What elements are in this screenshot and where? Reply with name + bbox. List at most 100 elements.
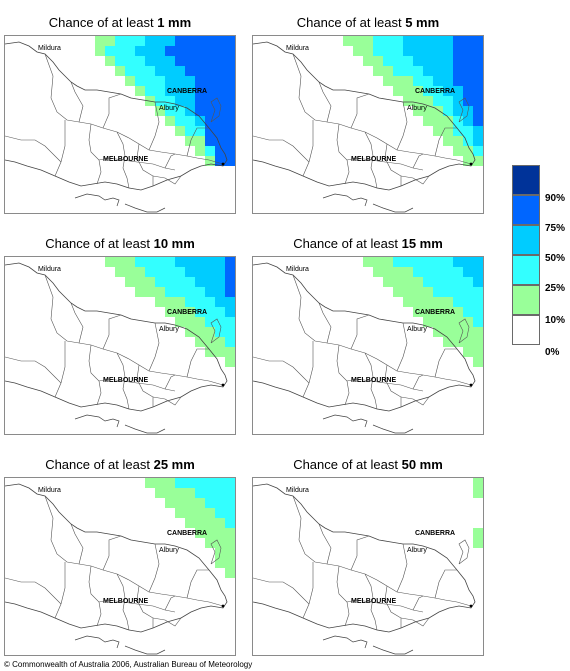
probability-cell: [115, 46, 125, 56]
district-boundary: [318, 81, 332, 123]
probability-cell: [165, 66, 175, 76]
probability-cell: [463, 267, 473, 277]
probability-cell: [393, 56, 403, 66]
probability-cell: [205, 96, 215, 106]
probability-cell: [463, 277, 473, 287]
probability-cell: [225, 86, 235, 96]
probability-cell: [195, 46, 205, 56]
probability-cell: [373, 257, 383, 267]
town-anchor: [101, 154, 102, 155]
probability-cell: [105, 56, 115, 66]
probability-cell: [115, 66, 125, 76]
probability-cell: [453, 106, 463, 116]
probability-cell: [185, 126, 195, 136]
probability-cell: [155, 106, 165, 116]
town-label-mildura: Mildura: [38, 266, 61, 273]
probability-cell: [175, 106, 185, 116]
probability-cell: [115, 56, 125, 66]
probability-cell: [215, 488, 225, 498]
probability-cell: [175, 277, 185, 287]
probability-cell: [175, 297, 185, 307]
legend-swatch: [512, 315, 540, 345]
probability-cell: [205, 56, 215, 66]
probability-cell: [155, 96, 165, 106]
probability-cell: [205, 538, 215, 548]
town-label-canberra: CANBERRA: [415, 309, 455, 316]
probability-cell: [433, 327, 443, 337]
probability-cell: [215, 277, 225, 287]
town-label-canberra: CANBERRA: [415, 88, 455, 95]
probability-cell: [155, 66, 165, 76]
probability-cell: [115, 267, 125, 277]
probability-cell: [403, 56, 413, 66]
district-boundary: [5, 135, 62, 163]
district-boundary: [70, 523, 84, 565]
probability-cell: [115, 36, 125, 46]
probability-cells: [363, 257, 483, 367]
legend-swatch: [512, 165, 540, 195]
town-label-canberra: CANBERRA: [167, 309, 207, 316]
district-boundary: [458, 539, 470, 565]
probability-cell: [215, 558, 225, 568]
probability-cell: [175, 46, 185, 56]
probability-cell: [433, 267, 443, 277]
probability-cell: [185, 66, 195, 76]
probability-cell: [403, 267, 413, 277]
probability-cell: [433, 126, 443, 136]
district-boundary: [292, 53, 472, 165]
probability-cell: [423, 86, 433, 96]
probability-cell: [353, 36, 363, 46]
probability-cell: [423, 277, 433, 287]
town-label-melbourne: MELBOURNE: [351, 156, 396, 163]
district-boundary: [186, 348, 209, 378]
coastline: [322, 193, 414, 213]
probability-cell: [433, 46, 443, 56]
probability-cell: [165, 96, 175, 106]
probability-cell: [473, 528, 483, 538]
probability-cell: [443, 337, 453, 347]
district-boundary: [384, 585, 402, 628]
probability-cell: [205, 86, 215, 96]
district-boundary: [44, 274, 224, 386]
map-panel-25mm: Chance of at least 25 mm Mildura CANBERRA…: [4, 457, 236, 657]
district-boundary: [364, 352, 378, 410]
probability-cell: [105, 46, 115, 56]
probability-cell: [205, 297, 215, 307]
district-boundary: [336, 123, 350, 185]
probability-cell: [225, 56, 235, 66]
probability-cell: [215, 126, 225, 136]
probability-cell: [225, 106, 235, 116]
probability-cell: [225, 257, 235, 267]
probability-cell: [185, 508, 195, 518]
probability-cell: [453, 297, 463, 307]
probability-cell: [433, 257, 443, 267]
legend-label: 25%: [545, 283, 566, 294]
probability-cell: [185, 136, 195, 146]
probability-cell: [443, 96, 453, 106]
town-label-mildura: Mildura: [286, 45, 309, 52]
probability-cell: [175, 307, 185, 317]
probability-cell: [185, 86, 195, 96]
probability-cell: [175, 317, 185, 327]
probability-cell: [443, 297, 453, 307]
district-boundary: [302, 341, 314, 398]
probability-cell: [393, 277, 403, 287]
probability-cell: [453, 86, 463, 96]
probability-cell: [195, 267, 205, 277]
probability-cell: [225, 146, 235, 156]
probability-cell: [155, 86, 165, 96]
probability-cell: [215, 96, 225, 106]
district-boundary: [5, 577, 62, 605]
probability-cell: [215, 478, 225, 488]
probability-cell: [205, 146, 215, 156]
probability-cell: [403, 96, 413, 106]
probability-cell: [165, 46, 175, 56]
district-boundary: [336, 344, 350, 406]
district-boundary: [364, 131, 378, 189]
probability-cell: [453, 46, 463, 56]
probability-cell: [145, 46, 155, 56]
probability-cell: [473, 136, 483, 146]
probability-cell: [195, 257, 205, 267]
probability-cell: [175, 488, 185, 498]
panel-title: Chance of at least 10 mm: [45, 236, 195, 251]
